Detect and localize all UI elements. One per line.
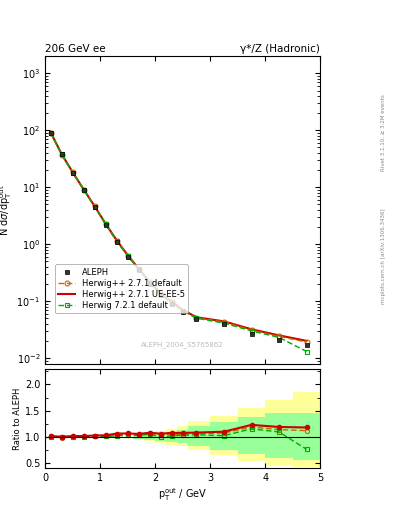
ALEPH xyxy=(114,239,119,245)
Line: Herwig++ 2.7.1 default: Herwig++ 2.7.1 default xyxy=(48,130,309,345)
Herwig 7.2.1 default xyxy=(70,169,75,176)
ALEPH xyxy=(48,130,53,136)
Herwig++ 2.7.1 default xyxy=(125,252,130,259)
Line: Herwig 7.2.1 default: Herwig 7.2.1 default xyxy=(48,131,309,354)
ALEPH xyxy=(103,222,108,228)
ALEPH xyxy=(59,151,64,157)
X-axis label: p$^{\rm out}_{\rm T}$ / GeV: p$^{\rm out}_{\rm T}$ / GeV xyxy=(158,486,208,503)
Herwig++ 2.7.1 default xyxy=(249,327,254,333)
ALEPH xyxy=(136,267,141,273)
Herwig++ 2.7.1 default xyxy=(59,152,64,158)
Herwig++ 2.7.1 default xyxy=(194,315,199,321)
Herwig++ 2.7.1 default xyxy=(147,279,152,285)
ALEPH xyxy=(125,254,130,260)
Y-axis label: N d$\sigma$/dp$^{\rm out}_{\rm T}$: N d$\sigma$/dp$^{\rm out}_{\rm T}$ xyxy=(0,184,14,236)
ALEPH xyxy=(249,331,254,337)
Herwig++ 2.7.1 UE-EE-5 xyxy=(180,307,185,313)
Herwig 7.2.1 default xyxy=(125,253,130,259)
Herwig++ 2.7.1 default xyxy=(277,333,281,339)
Herwig++ 2.7.1 default xyxy=(114,238,119,244)
Herwig++ 2.7.1 UE-EE-5 xyxy=(304,338,309,344)
Herwig 7.2.1 default xyxy=(136,266,141,272)
Herwig 7.2.1 default xyxy=(48,130,53,136)
ALEPH xyxy=(92,204,97,210)
Herwig++ 2.7.1 UE-EE-5 xyxy=(103,221,108,227)
Line: ALEPH: ALEPH xyxy=(48,131,309,347)
Herwig 7.2.1 default xyxy=(180,308,185,314)
Herwig++ 2.7.1 UE-EE-5 xyxy=(147,279,152,285)
Line: Herwig++ 2.7.1 UE-EE-5: Herwig++ 2.7.1 UE-EE-5 xyxy=(51,133,307,341)
Herwig++ 2.7.1 default xyxy=(81,186,86,193)
ALEPH xyxy=(147,281,152,287)
Herwig 7.2.1 default xyxy=(304,349,309,355)
Herwig++ 2.7.1 UE-EE-5 xyxy=(158,290,163,296)
ALEPH xyxy=(81,187,86,193)
Legend: ALEPH, Herwig++ 2.7.1 default, Herwig++ 2.7.1 UE-EE-5, Herwig 7.2.1 default: ALEPH, Herwig++ 2.7.1 default, Herwig++ … xyxy=(55,264,188,313)
Herwig++ 2.7.1 UE-EE-5 xyxy=(114,237,119,243)
Herwig++ 2.7.1 UE-EE-5 xyxy=(92,203,97,209)
Herwig++ 2.7.1 default xyxy=(103,221,108,227)
Herwig++ 2.7.1 UE-EE-5 xyxy=(125,252,130,258)
ALEPH xyxy=(169,301,174,307)
ALEPH xyxy=(277,336,281,343)
Herwig++ 2.7.1 default xyxy=(169,300,174,306)
Herwig 7.2.1 default xyxy=(277,334,281,340)
Herwig++ 2.7.1 UE-EE-5 xyxy=(48,130,53,136)
ALEPH xyxy=(222,321,226,327)
Herwig++ 2.7.1 UE-EE-5 xyxy=(194,314,199,321)
Herwig 7.2.1 default xyxy=(103,221,108,227)
Herwig++ 2.7.1 UE-EE-5 xyxy=(169,299,174,305)
Text: 206 GeV ee: 206 GeV ee xyxy=(45,44,106,54)
ALEPH xyxy=(194,316,199,323)
Herwig 7.2.1 default xyxy=(81,187,86,193)
ALEPH xyxy=(158,291,163,297)
Text: mcplots.cern.ch [arXiv:1306.3436]: mcplots.cern.ch [arXiv:1306.3436] xyxy=(381,208,386,304)
Herwig++ 2.7.1 UE-EE-5 xyxy=(249,326,254,332)
Herwig++ 2.7.1 default xyxy=(304,339,309,345)
Herwig 7.2.1 default xyxy=(222,320,226,326)
Herwig++ 2.7.1 UE-EE-5 xyxy=(59,151,64,157)
Herwig++ 2.7.1 default xyxy=(136,266,141,272)
Herwig++ 2.7.1 default xyxy=(48,130,53,136)
Herwig++ 2.7.1 UE-EE-5 xyxy=(277,332,281,338)
ALEPH xyxy=(180,309,185,315)
Y-axis label: Ratio to ALEPH: Ratio to ALEPH xyxy=(13,388,22,450)
Text: Rivet 3.1.10, ≥ 3.2M events: Rivet 3.1.10, ≥ 3.2M events xyxy=(381,95,386,172)
ALEPH xyxy=(70,169,75,176)
Herwig 7.2.1 default xyxy=(249,328,254,334)
Herwig 7.2.1 default xyxy=(92,204,97,210)
Herwig++ 2.7.1 UE-EE-5 xyxy=(81,186,86,193)
Herwig 7.2.1 default xyxy=(147,280,152,286)
Herwig 7.2.1 default xyxy=(194,315,199,322)
Herwig++ 2.7.1 default xyxy=(180,308,185,314)
Herwig++ 2.7.1 UE-EE-5 xyxy=(222,318,226,325)
Text: ALEPH_2004_S5765862: ALEPH_2004_S5765862 xyxy=(141,342,224,348)
Herwig 7.2.1 default xyxy=(114,238,119,244)
Herwig++ 2.7.1 UE-EE-5 xyxy=(70,169,75,176)
Text: γ*/Z (Hadronic): γ*/Z (Hadronic) xyxy=(241,44,320,54)
ALEPH xyxy=(304,342,309,348)
Herwig++ 2.7.1 default xyxy=(70,169,75,176)
Herwig++ 2.7.1 default xyxy=(222,319,226,325)
Herwig++ 2.7.1 UE-EE-5 xyxy=(136,266,141,272)
Herwig 7.2.1 default xyxy=(169,300,174,306)
Herwig++ 2.7.1 default xyxy=(92,203,97,209)
Herwig++ 2.7.1 default xyxy=(158,291,163,297)
Herwig 7.2.1 default xyxy=(59,152,64,158)
Herwig 7.2.1 default xyxy=(158,291,163,297)
